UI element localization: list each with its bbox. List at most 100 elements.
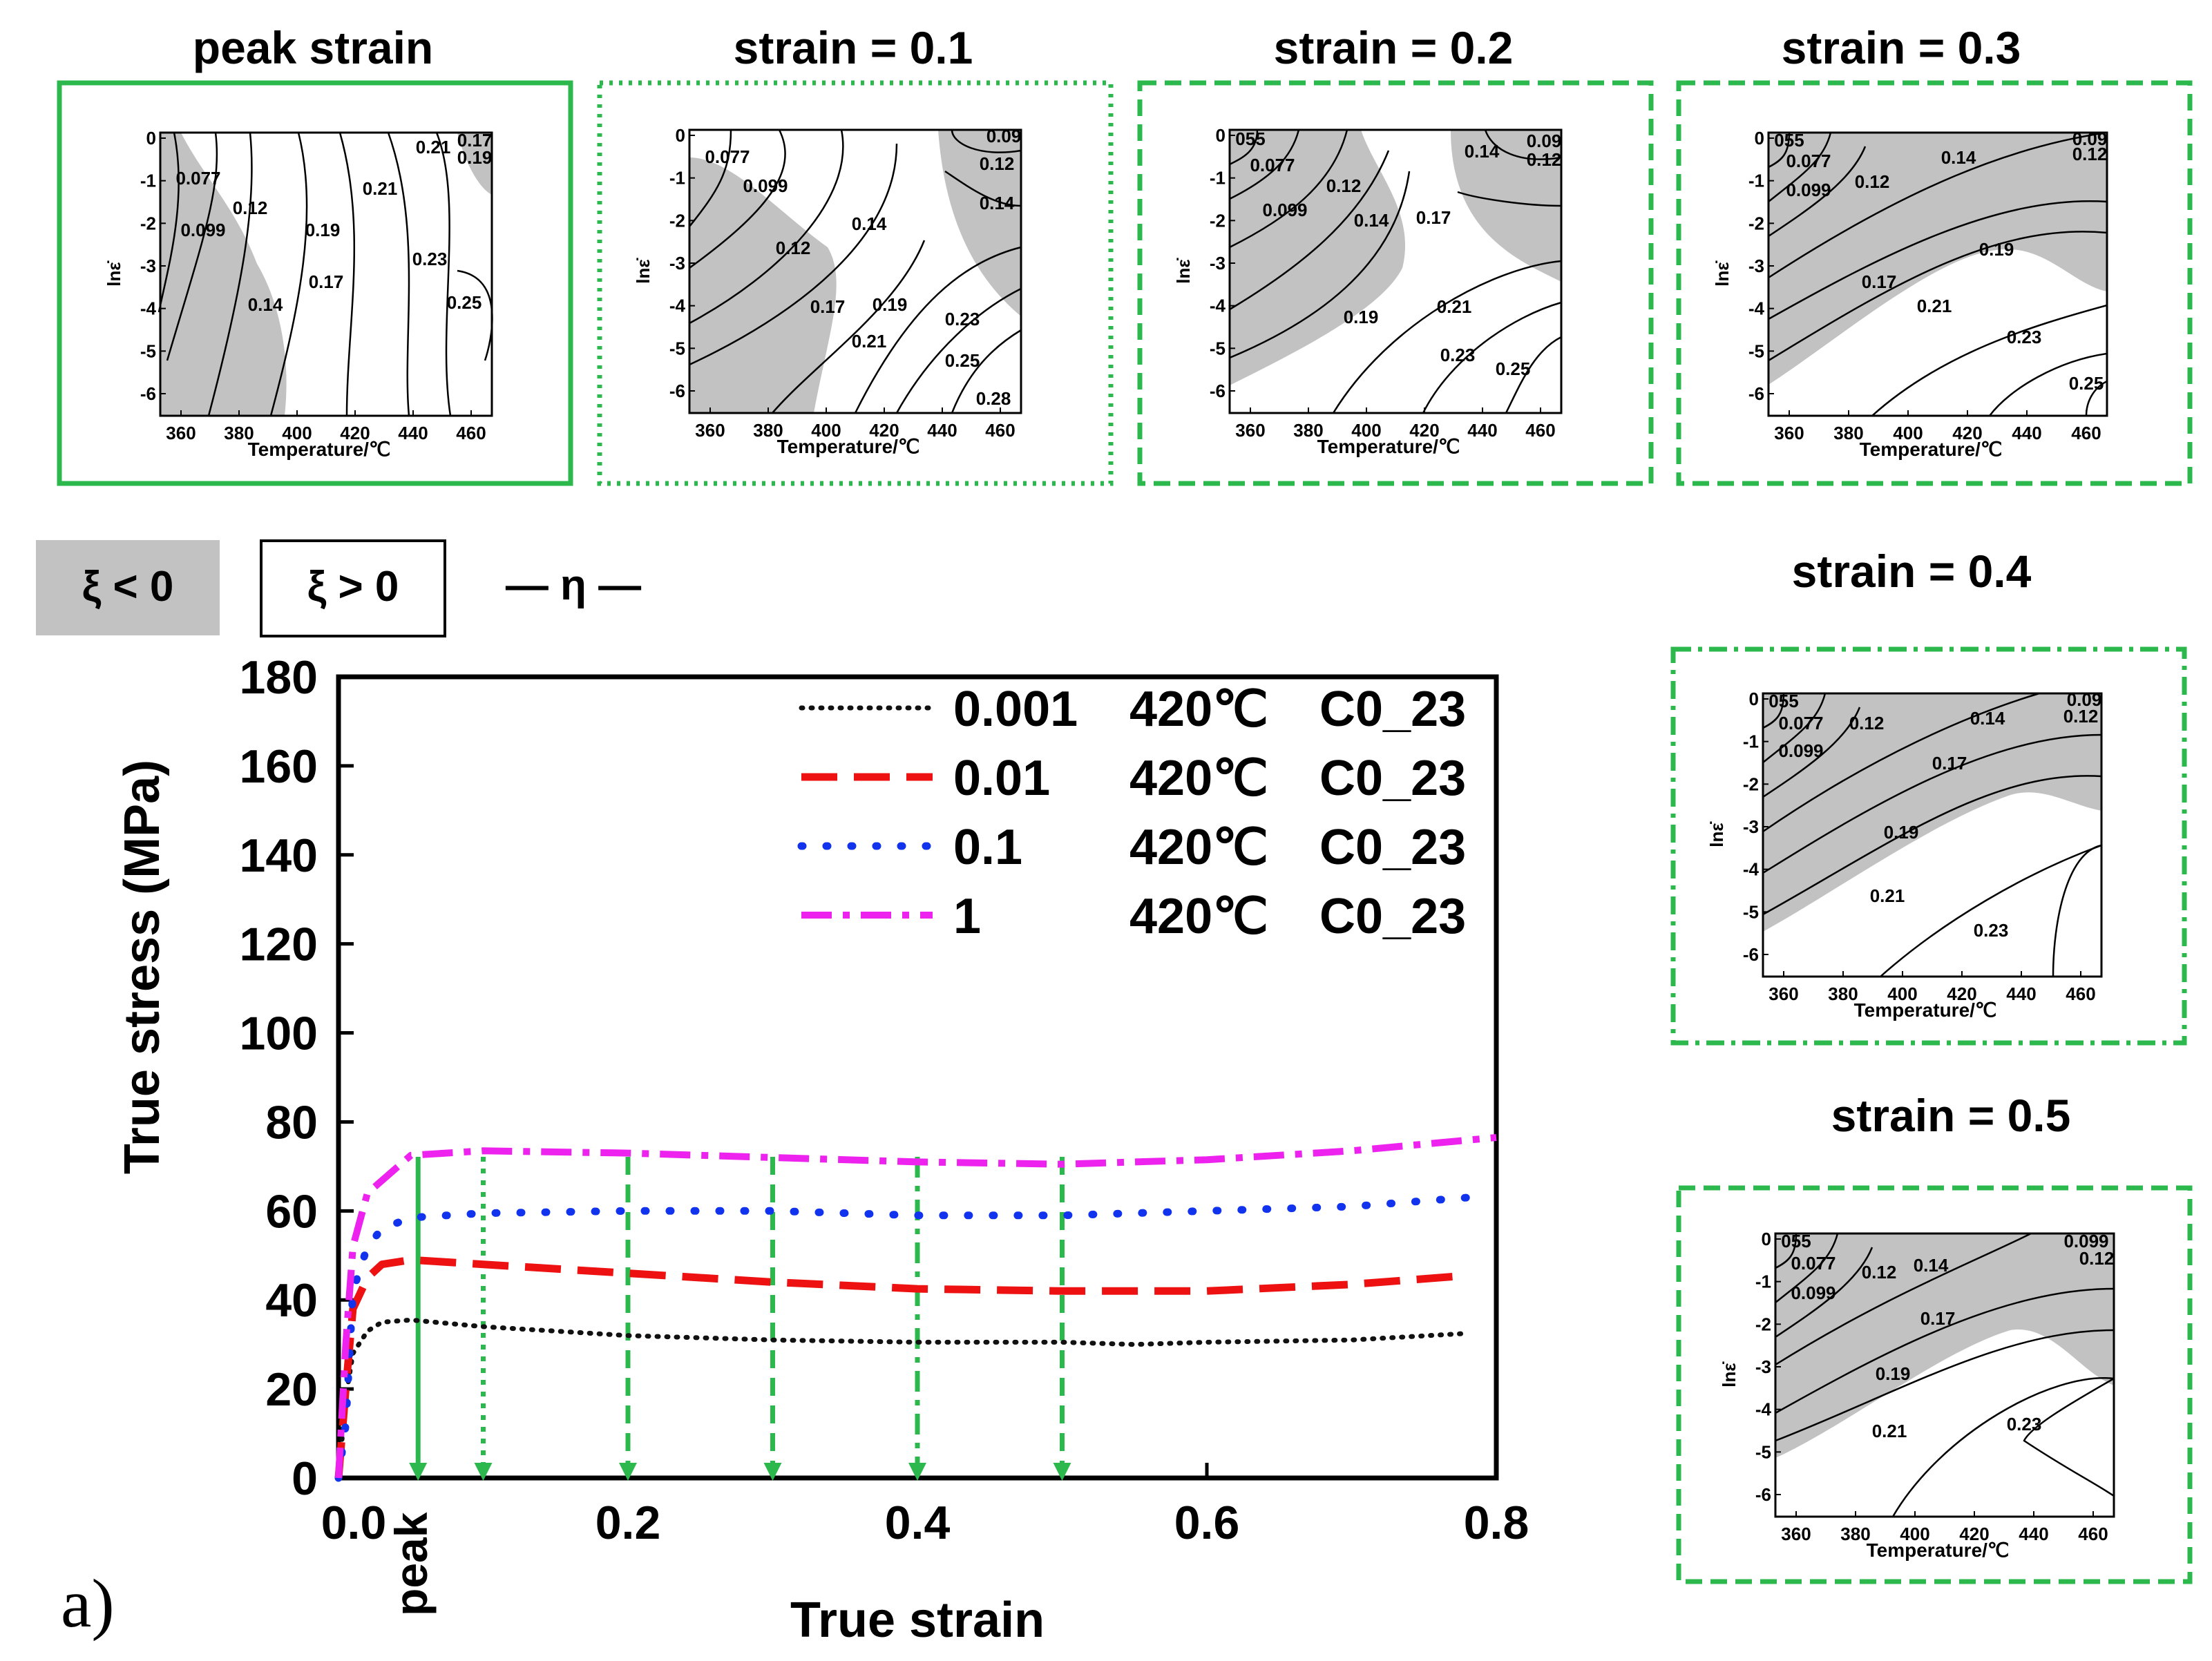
contour-label: 055 [1768, 691, 1798, 711]
map-y-axis-title: lnε̇ [1706, 821, 1727, 847]
map-y-axis-title: lnε̇ [1173, 258, 1194, 283]
map-x-tick-label: 380 [1293, 420, 1323, 441]
map-x-tick-label: 460 [2066, 983, 2095, 1004]
map-y-tick-label: -2 [1743, 774, 1759, 794]
map-x-axis-title: Temperature/℃ [1860, 439, 2003, 460]
key-legend: ξ < 0 ξ > 0 — η — [36, 539, 641, 637]
map-x-tick-label: 420 [340, 423, 370, 443]
y-tick-label: 40 [265, 1274, 318, 1327]
map-x-tick-label: 360 [1768, 983, 1798, 1004]
map-y-tick-label: -2 [669, 210, 685, 231]
map-axis-group: 0 -1 -2 -3 -4 -5 -6 360 380 400 420 440 460 Temperatu… [1719, 1229, 2108, 1561]
map-x-axis-title: Temperature/℃ [1317, 436, 1460, 457]
contour-label: 0.14 [1970, 708, 2005, 729]
y-tick-label: 140 [240, 829, 318, 882]
map-y-tick-label: 0 [1216, 125, 1226, 146]
map-x-tick-label: 360 [1774, 423, 1804, 443]
legend-rate: 0.1 [953, 820, 1022, 875]
map-y-tick-label: -6 [669, 381, 685, 401]
map-y-tick-label: -1 [1755, 1271, 1771, 1292]
contour-label: 0.17 [1416, 207, 1451, 228]
instability-region [1230, 130, 1406, 385]
map-y-tick-label: -4 [1755, 1399, 1772, 1420]
map-x-tick-label: 460 [2078, 1524, 2108, 1544]
map-x-tick-label: 440 [2019, 1524, 2048, 1544]
contour-label: 0.19 [305, 220, 341, 240]
series-line-1 [335, 1134, 1497, 1479]
map-y-axis-title: lnε̇ [1712, 260, 1733, 286]
map-x-tick-label: 360 [1235, 420, 1265, 441]
contour-label: 0.12 [776, 238, 811, 258]
map-x-tick-label: 400 [1351, 420, 1381, 441]
contour-label: 0.19 [873, 294, 908, 315]
x-axis-title: True strain [790, 1593, 1045, 1648]
contour-label: 0.14 [1941, 147, 1976, 168]
map-axis-group: 0 -1 -2 -3 -4 -5 -6 360 380 400 420 440 460 Temperatu… [633, 125, 1016, 457]
contour-label: 0.09 [986, 126, 1022, 146]
map-y-tick-label: -4 [669, 296, 686, 316]
map-strain-0-2: strain = 0.2 055 0.077 0.09 [1137, 22, 1654, 486]
map-x-tick-label: 420 [1952, 423, 1982, 443]
contour-label: 0.19 [457, 147, 493, 168]
map-x-tick-label: 380 [1833, 423, 1863, 443]
instability-region [457, 133, 492, 195]
contour-label: 0.23 [945, 309, 980, 329]
map-x-tick-label: 380 [1840, 1524, 1870, 1544]
map-axis-group: 0 -1 -2 -3 -4 -5 -6 360 380 400 420 440 460 Temperatu… [104, 128, 486, 460]
map-y-tick-label: -2 [1755, 1314, 1771, 1334]
contour-label: 0.21 [1870, 885, 1905, 906]
contour-label: 0.14 [248, 294, 283, 315]
contour-label: 0.19 [1876, 1363, 1911, 1384]
contour-label: 0.17 [309, 271, 344, 292]
map-y-tick-label: -2 [140, 213, 156, 233]
strain-marker-arrowhead [1053, 1463, 1071, 1481]
map-y-tick-label: 0 [1755, 128, 1764, 148]
contour-label: 0.12 [2063, 706, 2099, 727]
map-x-tick-label: 380 [224, 423, 254, 443]
contour-label: 0.19 [1979, 239, 2014, 260]
map-axis-group: 0 -1 -2 -3 -4 -5 -6 360 380 400 420 440 460 Temperatu… [1706, 689, 2096, 1021]
axis-frame [1228, 128, 1563, 414]
contour-label: 0.077 [705, 146, 750, 167]
x-tick-label: 0.4 [885, 1497, 951, 1549]
map-strain-0-5: strain = 0.5 055 0.077 0.099 0.12 0. [1676, 1090, 2193, 1584]
map-title: strain = 0.5 [1831, 1090, 2071, 1141]
contour-label: 0.12 [980, 153, 1015, 174]
map-strain-0-1: strain = 0.1 0.077 0.099 0. [597, 22, 1114, 486]
contour-label: 0.23 [1440, 345, 1476, 365]
map-y-tick-label: 0 [1749, 689, 1759, 709]
legend-temperature: 420℃ [1129, 751, 1268, 806]
map-y-tick-label: -3 [1743, 816, 1759, 837]
contour-label: 0.25 [447, 292, 482, 313]
contour-label: 0.17 [1932, 753, 1967, 774]
map-y-tick-label: 0 [146, 128, 156, 148]
strain-marker-arrowhead [908, 1463, 926, 1481]
contour-label: 0.077 [1778, 713, 1823, 733]
map-title: strain = 0.1 [734, 22, 973, 73]
chart-legend: 0.001 420℃ C0_23 0.01 420℃ C0_23 0.1 420℃ C0_23 1… [797, 682, 1466, 944]
stress-strain-chart: 0 20 40 60 80 100 120 140 160 180 0.0 0.2 0.4 0.6 0.8… [61, 651, 1529, 1648]
instability-region [1451, 130, 1561, 282]
contour-label: 0.21 [852, 331, 887, 352]
instability-region [1775, 1233, 2114, 1458]
instability-region [938, 130, 1021, 316]
axis-frame [1762, 692, 2103, 978]
contour-label: 0.17 [810, 296, 846, 317]
map-x-tick-label: 460 [456, 423, 486, 443]
contour-lines [1768, 131, 2108, 416]
y-axis: 0 20 40 60 80 100 120 140 160 180 [240, 651, 354, 1505]
map-frame [57, 80, 573, 486]
map-x-axis-title: Temperature/℃ [1854, 999, 1997, 1021]
axis-frame [159, 131, 493, 417]
map-x-tick-label: 420 [869, 420, 899, 441]
panel-label: a) [61, 1565, 115, 1642]
contour-label: 0.23 [2007, 327, 2042, 347]
map-title: strain = 0.4 [1792, 546, 2032, 597]
map-strain-0-3: strain = 0.3 055 0.077 0.099 0.12 [1676, 22, 2193, 486]
map-x-tick-label: 400 [282, 423, 312, 443]
contour-label: 0.12 [1326, 175, 1362, 196]
y-tick-label: 80 [265, 1096, 318, 1149]
x-tick-label: 0.6 [1174, 1497, 1240, 1549]
map-y-tick-label: -3 [1210, 253, 1226, 273]
legend-temperature: 420℃ [1129, 820, 1268, 875]
